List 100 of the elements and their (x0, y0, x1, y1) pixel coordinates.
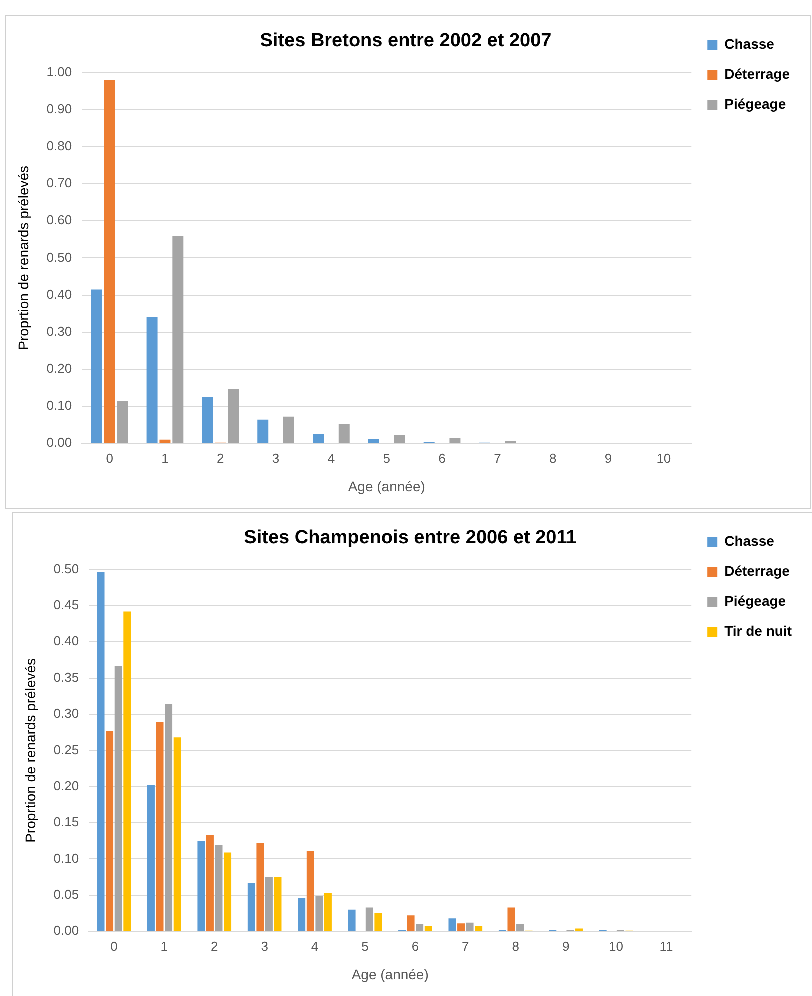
x-tick-label: 7 (494, 450, 502, 466)
y-tick-label: 1.00 (46, 64, 72, 80)
bar (117, 401, 128, 444)
bar (148, 785, 155, 932)
bar (366, 908, 374, 932)
bar (466, 922, 474, 932)
y-tick-label: 0.35 (54, 670, 80, 685)
y-tick-label: 0.15 (54, 814, 80, 830)
bar (248, 883, 256, 932)
y-axis-title: Proprtion de renards prélevés (15, 166, 32, 350)
bar (416, 924, 424, 932)
x-tick-label: 8 (512, 938, 520, 954)
bar (394, 435, 406, 444)
y-tick-label: 0.20 (46, 361, 72, 376)
bar (316, 896, 324, 932)
y-tick-label: 0.20 (54, 778, 80, 794)
bar (258, 420, 269, 444)
y-tick-label: 0.60 (46, 212, 72, 228)
y-tick-label: 0.40 (54, 634, 80, 649)
legend-label: Déterrage (724, 562, 790, 579)
x-tick-label: 5 (362, 938, 369, 954)
bar (228, 389, 240, 444)
bar (146, 318, 158, 444)
bar (306, 851, 314, 932)
legend-label: Déterrage (724, 66, 790, 82)
x-tick-label: 7 (462, 938, 470, 954)
bar (450, 438, 461, 444)
x-tick-label: 0 (106, 450, 114, 466)
x-axis-title: Age (année) (348, 478, 426, 494)
x-tick-label: 6 (412, 938, 420, 954)
bar (407, 916, 415, 932)
bar (348, 910, 356, 932)
x-tick-label: 10 (656, 450, 672, 466)
bar (298, 898, 306, 932)
bar (160, 440, 171, 444)
bar (448, 918, 456, 932)
y-tick-label: 0.00 (54, 923, 80, 938)
bar (265, 877, 273, 932)
bar (202, 397, 214, 444)
legend-label: Chasse (724, 532, 775, 549)
x-tick-label: 11 (660, 938, 674, 954)
y-tick-label: 0.70 (46, 176, 72, 191)
bar (172, 236, 184, 444)
bar (91, 290, 102, 444)
x-tick-label: 10 (609, 938, 624, 954)
y-tick-label: 0.25 (54, 742, 80, 758)
y-tick-label: 0.40 (46, 286, 72, 302)
x-tick-label: 4 (328, 450, 336, 466)
bar (215, 845, 223, 932)
x-axis-title: Age (année) (352, 966, 429, 982)
bar (224, 852, 232, 932)
chart-title: Sites Bretons entre 2002 et 2007 (260, 30, 552, 52)
chart-title: Sites Champenois entre 2006 et 2011 (244, 528, 578, 549)
x-tick-label: 1 (160, 938, 168, 954)
bar (324, 893, 332, 932)
legend-label: Piégeage (724, 592, 786, 609)
x-tick-label: 6 (438, 450, 446, 466)
x-tick-label: 0 (110, 938, 118, 954)
y-tick-label: 0.50 (54, 561, 80, 576)
bar (338, 424, 350, 444)
bar (106, 731, 114, 932)
x-tick-label: 2 (217, 450, 224, 466)
x-tick-label: 5 (383, 450, 390, 466)
bar (206, 835, 214, 932)
legend-label: Chasse (724, 36, 775, 52)
x-tick-label: 3 (261, 938, 268, 954)
bar (424, 926, 432, 932)
bar (174, 738, 182, 932)
x-tick-label: 8 (549, 450, 557, 466)
x-tick-label: 2 (211, 938, 218, 954)
y-tick-label: 0.10 (54, 850, 80, 866)
bar (516, 924, 524, 932)
bar (124, 612, 132, 932)
x-tick-label: 9 (604, 450, 612, 466)
bar (156, 722, 164, 932)
bar (104, 80, 116, 444)
bar (256, 843, 264, 932)
legend-label: Piégeage (724, 96, 786, 112)
bar (274, 877, 282, 932)
y-tick-label: 0.45 (54, 598, 80, 613)
x-tick-label: 1 (162, 450, 169, 466)
y-tick-label: 0.00 (46, 435, 72, 450)
bar (313, 434, 324, 444)
bar (576, 928, 583, 932)
bar (165, 704, 173, 932)
bar (368, 439, 380, 444)
y-tick-label: 0.30 (54, 706, 80, 722)
bar (198, 841, 206, 932)
y-tick-label: 0.05 (54, 887, 80, 902)
y-tick-label: 0.90 (46, 101, 72, 116)
y-tick-label: 0.80 (46, 138, 72, 154)
y-tick-label: 0.30 (46, 324, 72, 339)
x-tick-label: 4 (311, 938, 319, 954)
y-tick-label: 0.50 (46, 250, 72, 265)
y-tick-label: 0.10 (46, 398, 72, 414)
bar (374, 914, 382, 932)
y-axis-title: Proprtion de renards prélevés (22, 658, 38, 843)
x-tick-label: 9 (562, 938, 570, 954)
bar (114, 666, 122, 932)
bar (458, 924, 465, 932)
